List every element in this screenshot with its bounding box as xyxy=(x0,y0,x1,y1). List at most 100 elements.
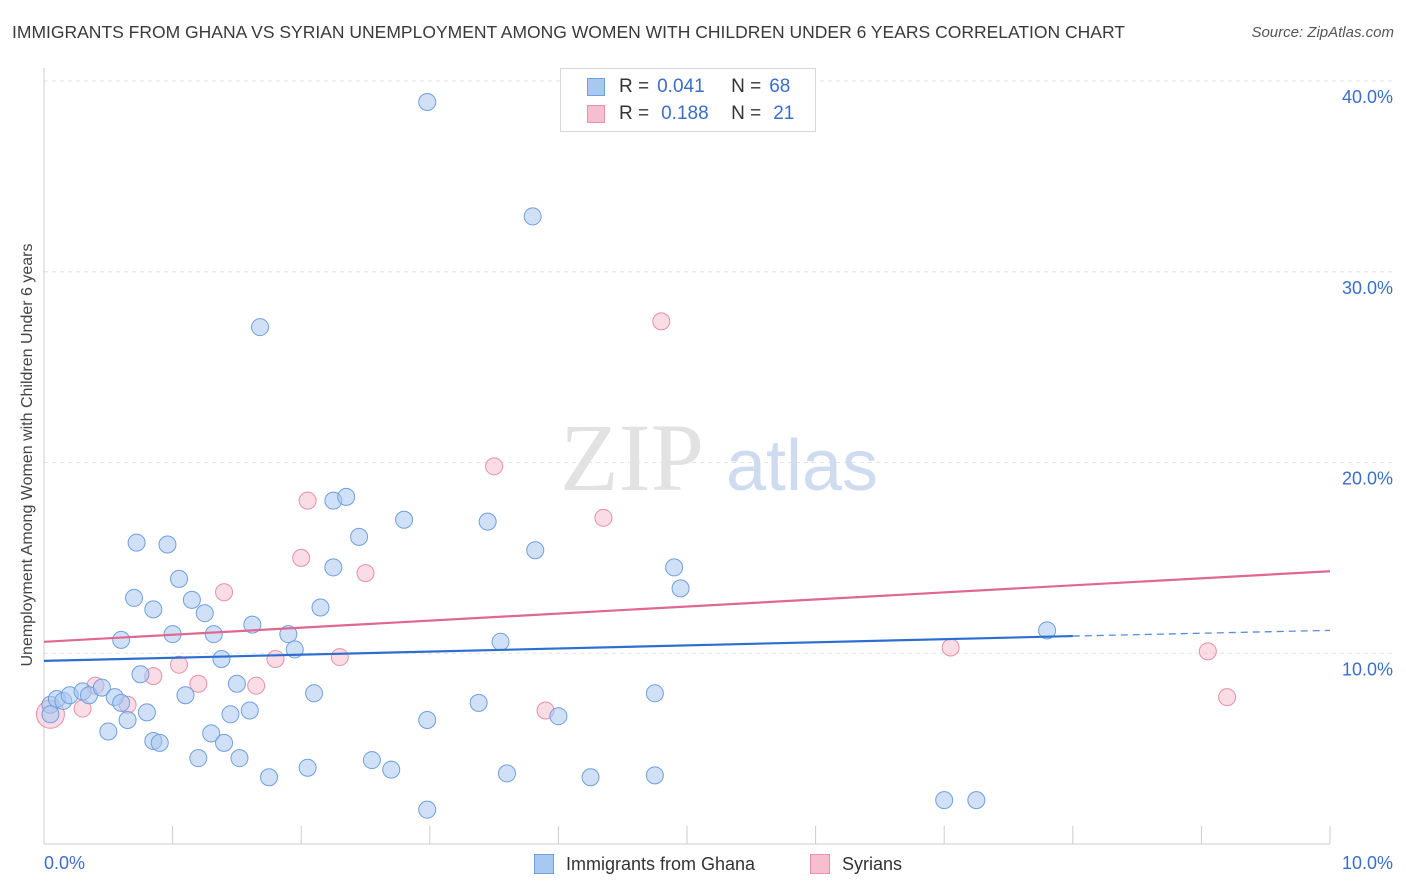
ghana-point xyxy=(158,535,177,554)
ghana-point xyxy=(665,558,684,577)
legend-n-label-ghana: N = xyxy=(731,76,762,97)
legend-r-value-ghana: 0.041 xyxy=(657,76,705,97)
ghana-point xyxy=(491,632,510,651)
ghana-point xyxy=(418,800,437,819)
ghana-point xyxy=(671,579,690,598)
ghana-point xyxy=(337,487,356,506)
ghana-point xyxy=(240,701,259,720)
ghana-point xyxy=(935,791,954,810)
ghana-point xyxy=(526,541,545,560)
ghana-point xyxy=(144,600,163,619)
watermark-atlas: atlas xyxy=(726,426,878,506)
ghana-point xyxy=(311,598,330,617)
bottom-legend-label-syrians: Syrians xyxy=(842,853,903,874)
ghana-point xyxy=(1038,621,1057,640)
syrian-point xyxy=(266,649,285,668)
ghana-point xyxy=(182,590,201,609)
ghana-point xyxy=(298,758,317,777)
chart-source: Source: ZipAtlas.com xyxy=(1251,24,1394,41)
y-axis-label: Unemployment Among Women with Children U… xyxy=(19,243,36,667)
watermark: ZIP atlas xyxy=(560,404,878,511)
ghana-point xyxy=(497,764,516,783)
chart-title: IMMIGRANTS FROM GHANA VS SYRIAN UNEMPLOY… xyxy=(12,22,1125,42)
trend-lines xyxy=(43,570,1331,662)
x-tick-label-min: 0.0% xyxy=(44,853,85,873)
syrian-point xyxy=(594,508,613,527)
ghana-point xyxy=(189,749,208,768)
ghana-point xyxy=(260,768,279,787)
ghana-point xyxy=(92,678,111,697)
ghana-point xyxy=(305,684,324,703)
syrian-point xyxy=(652,312,671,331)
syrian-point xyxy=(1198,642,1217,661)
ghana-point xyxy=(645,684,664,703)
ghana-point xyxy=(99,722,118,741)
ghana-point xyxy=(137,703,156,722)
ghana-points xyxy=(41,92,1057,819)
ghana-point xyxy=(131,665,150,684)
syrian-point xyxy=(292,548,311,567)
ghana-point xyxy=(324,558,343,577)
ghana-point xyxy=(202,724,221,743)
legend-swatch-syrians xyxy=(587,105,605,123)
legend-row-ghana: R = 0.041 N = 68 xyxy=(587,75,790,99)
ghana-point xyxy=(469,693,488,712)
ghana-point xyxy=(227,674,246,693)
ghana-point xyxy=(215,733,234,752)
bottom-legend-ghana: Immigrants from Ghana xyxy=(534,851,755,877)
legend-r-label-ghana: R = xyxy=(619,76,650,97)
ghana-point xyxy=(127,533,146,552)
tick-labels: 10.0% 20.0% 30.0% 40.0% 0.0% 10.0% xyxy=(44,87,1393,873)
syrian-point xyxy=(189,674,208,693)
ghana-point xyxy=(279,625,298,644)
y-tick-label-20: 20.0% xyxy=(1342,469,1393,489)
ghana-point xyxy=(549,707,568,726)
ghana-point xyxy=(478,512,497,531)
stats-legend: R = 0.041 N = 68 R = 0.188 N = 21 xyxy=(560,68,816,132)
legend-row-syrians: R = 0.188 N = 21 xyxy=(587,102,794,126)
ghana-point xyxy=(195,604,214,623)
ghana-point xyxy=(362,751,381,770)
syrians-trend-line xyxy=(43,570,1331,643)
ghana-point xyxy=(382,760,401,779)
legend-n-value-syrians: 21 xyxy=(773,103,795,124)
ghana-trend-line xyxy=(43,634,1073,662)
bottom-legend-syrians: Syrians xyxy=(810,851,902,877)
ghana-point xyxy=(230,749,249,768)
watermark-zip: ZIP xyxy=(560,404,704,511)
syrian-point xyxy=(215,583,234,602)
syrian-point xyxy=(485,457,504,476)
ghana-point xyxy=(418,711,437,730)
ghana-point xyxy=(581,768,600,787)
legend-r-value-syrians: 0.188 xyxy=(661,103,709,124)
ghana-point xyxy=(41,705,60,724)
ghana-point xyxy=(150,733,169,752)
ghana-point xyxy=(350,527,369,546)
legend-r-label-syrians: R = xyxy=(619,103,650,124)
syrian-point xyxy=(170,655,189,674)
ghana-point xyxy=(204,625,223,644)
ghana-point xyxy=(112,693,131,712)
legend-n-label-syrians: N = xyxy=(731,103,762,124)
ghana-point xyxy=(645,766,664,785)
syrian-point xyxy=(247,676,266,695)
y-tick-label-30: 30.0% xyxy=(1342,278,1393,298)
grid-layer xyxy=(44,80,1392,654)
ghana-point xyxy=(170,569,189,588)
ghana-trend-extension xyxy=(1072,629,1331,637)
ghana-point xyxy=(395,510,414,529)
ghana-point xyxy=(212,649,231,668)
bottom-legend-swatch-syrians xyxy=(810,854,830,874)
syrian-point xyxy=(330,648,349,667)
ghana-point xyxy=(967,791,986,810)
ghana-point xyxy=(176,686,195,705)
y-tick-label-40: 40.0% xyxy=(1342,87,1393,107)
syrian-point xyxy=(356,564,375,583)
ghana-point xyxy=(418,92,437,111)
ghana-point xyxy=(523,207,542,226)
ghana-point xyxy=(125,588,144,607)
x-tick-label-max: 10.0% xyxy=(1342,853,1393,873)
bottom-legend-swatch-ghana xyxy=(534,854,554,874)
syrian-point xyxy=(298,491,317,510)
